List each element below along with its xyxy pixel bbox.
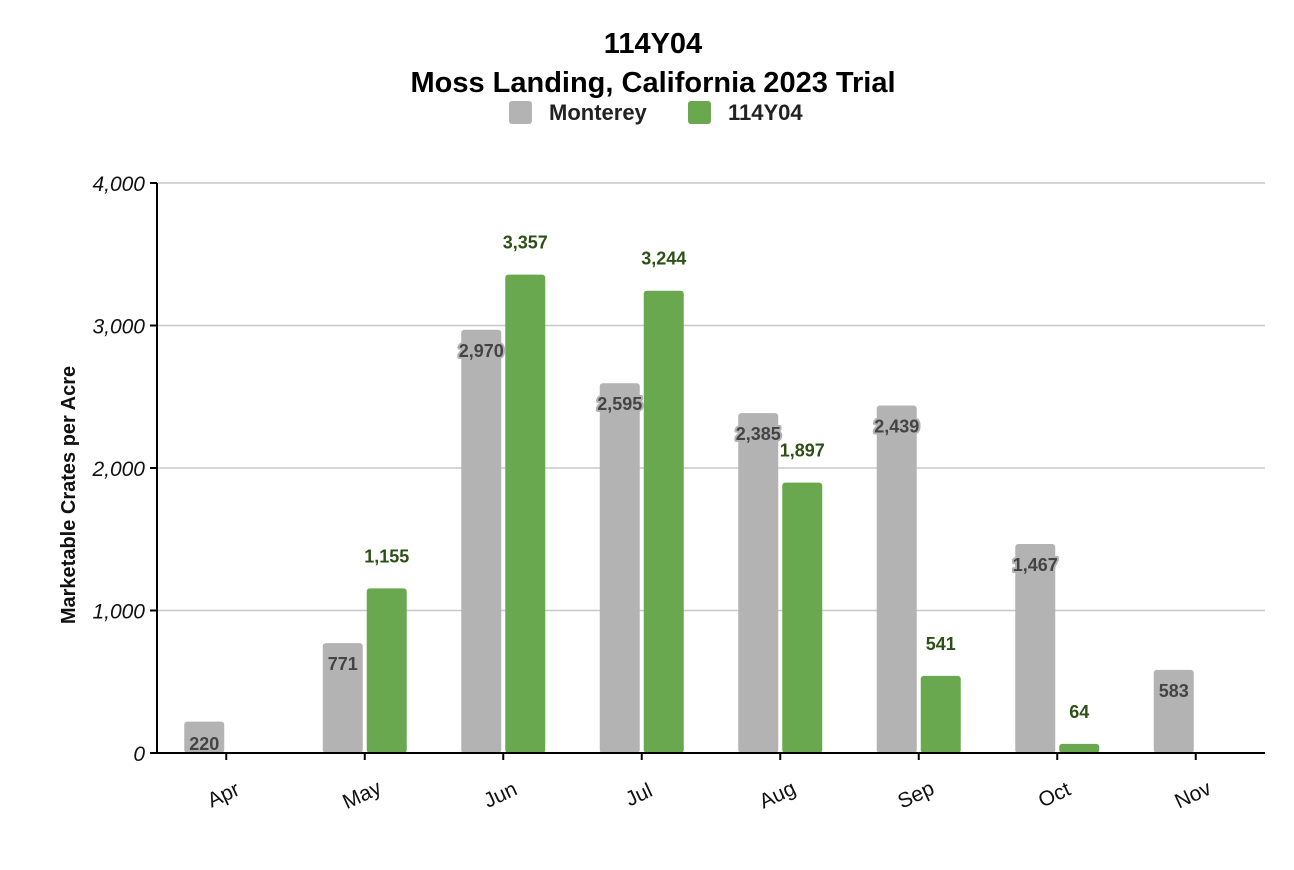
- data-label-monterey: 771: [328, 654, 358, 674]
- data-label-114y04: 64: [1069, 702, 1089, 722]
- data-label-monterey: 2,385: [736, 424, 781, 444]
- x-tick-label: May: [339, 776, 385, 814]
- data-label-114y04: 3,244: [641, 249, 686, 269]
- x-tick-label: Jun: [480, 778, 520, 813]
- bar-monterey: [461, 329, 502, 753]
- bar-114y04: [920, 675, 961, 753]
- chart-subtitle: Moss Landing, California 2023 Trial: [410, 67, 895, 99]
- y-tick-label: 2,000: [91, 458, 145, 481]
- data-label-monterey: 220: [189, 734, 219, 754]
- y-tick-label: 4,000: [92, 173, 145, 196]
- legend-label: Monterey: [549, 100, 648, 125]
- data-label-114y04: 3,357: [503, 233, 548, 253]
- x-tick-label: Oct: [1035, 778, 1074, 813]
- bar-monterey: [1015, 543, 1056, 753]
- x-tick-label: Apr: [204, 778, 243, 813]
- bar-114y04: [366, 588, 407, 753]
- legend: Monterey 114Y04: [509, 100, 803, 125]
- bar-114y04: [505, 274, 546, 753]
- data-label-114y04: 1,897: [780, 441, 825, 461]
- y-axis-label: Marketable Crates per Acre: [58, 366, 80, 624]
- axes: [150, 182, 1265, 760]
- x-tick-labels: Apr May Jun Jul Aug Sep Oct Nov: [204, 776, 1215, 814]
- legend-label: 114Y04: [728, 100, 803, 125]
- data-label-monterey: 583: [1159, 681, 1189, 701]
- legend-swatch: [688, 101, 711, 124]
- legend-swatch: [509, 101, 532, 124]
- y-tick-label: 0: [133, 743, 145, 766]
- y-tick-labels: 0 1,000 2,000 3,000 4,000: [91, 173, 145, 766]
- bar-monterey: [322, 643, 363, 753]
- data-label-114y04: 1,155: [364, 546, 409, 566]
- data-label-monterey: 2,595: [597, 394, 642, 414]
- x-tick-label: Jul: [622, 779, 656, 811]
- data-label-monterey: 2,970: [459, 341, 504, 361]
- bar-114y04: [1059, 743, 1100, 753]
- y-tick-label: 1,000: [92, 601, 145, 624]
- data-label-monterey: 2,439: [874, 416, 919, 436]
- bar-monterey: [738, 413, 779, 753]
- chart-title: 114Y04: [604, 28, 702, 60]
- data-label-114y04: 541: [926, 634, 956, 654]
- bar-monterey: [184, 721, 225, 753]
- gridlines: [157, 182, 1265, 612]
- x-tick-label: Aug: [756, 777, 800, 814]
- x-tick-label: Nov: [1171, 777, 1215, 814]
- bar-monterey: [1153, 669, 1194, 753]
- bar-114y04: [782, 482, 823, 753]
- x-tick-label: Sep: [894, 777, 938, 814]
- data-label-monterey: 1,467: [1013, 555, 1058, 575]
- bar-monterey: [599, 383, 640, 753]
- bar-monterey: [876, 405, 917, 753]
- bar-114y04: [643, 290, 684, 753]
- bars: [184, 274, 1194, 753]
- data-labels: 220 771 1,155 2,970 3,357 2,595 3,244 2,3851,89…: [187, 233, 1191, 756]
- y-tick-label: 3,000: [92, 316, 145, 339]
